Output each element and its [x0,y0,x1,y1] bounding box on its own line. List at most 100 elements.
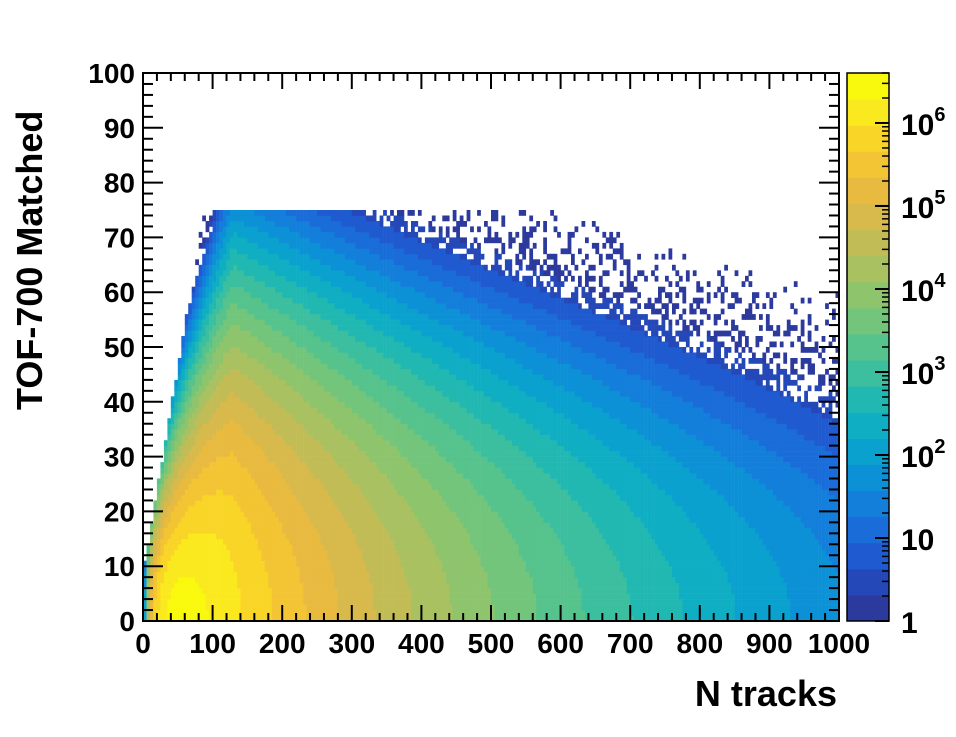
heatmap-cell [285,396,290,403]
heatmap-cell [299,390,304,397]
heatmap-cell [320,341,325,348]
heatmap-cell [358,341,363,348]
heatmap-cell [216,593,220,600]
heatmap-cell [278,566,283,572]
heatmap-cell [174,538,179,545]
heatmap-cell [268,566,273,572]
heatmap-cell [240,275,245,282]
heatmap-cell [317,330,321,337]
heatmap-cell [313,440,318,446]
heatmap-cell [167,533,172,540]
heatmap-cell [327,610,332,616]
heatmap-cell [191,538,196,545]
heatmap-cell [324,473,328,479]
heatmap-cell [240,538,245,545]
heatmap-cell [292,423,297,430]
heatmap-cell [320,555,325,561]
heatmap-cell [237,352,241,359]
heatmap-cell [355,549,360,556]
heatmap-cell [362,566,366,572]
heatmap-cell [237,215,241,222]
heatmap-cell [230,374,234,381]
heatmap-cell [188,314,192,320]
heatmap-cell [278,248,283,255]
heatmap-cell [174,610,179,616]
heatmap-cell [317,358,321,364]
heatmap-cell [275,385,279,392]
heatmap-cell [397,549,401,556]
heatmap-cell [170,593,175,600]
heatmap-cell [386,237,391,244]
heatmap-cell [257,495,262,501]
heatmap-cell [320,533,325,540]
heatmap-cell [358,418,363,424]
heatmap-cell [275,610,279,616]
heatmap-cell [219,484,224,490]
heatmap-cell [362,412,366,419]
heatmap-cell [278,429,283,435]
heatmap-cell [383,259,387,266]
heatmap-cell [306,615,311,622]
heatmap-cell [313,374,318,381]
heatmap-cell [226,555,231,561]
heatmap-cell [369,484,373,490]
heatmap-cell [233,599,238,605]
heatmap-cell [362,473,366,479]
heatmap-cell [271,571,276,578]
heatmap-cell [296,467,300,474]
heatmap-cell [337,237,342,244]
heatmap-cell [310,462,314,468]
heatmap-cell [379,593,384,600]
heatmap-cell [240,358,245,364]
heatmap-cell [358,396,363,403]
heatmap-cell [358,423,363,430]
heatmap-cell [271,358,276,364]
heatmap-cell [292,242,297,249]
heatmap-cell [146,610,151,616]
heatmap-cell [386,270,391,277]
heatmap-cell [372,588,377,594]
heatmap-cell [289,253,293,260]
heatmap-cell [313,577,318,583]
heatmap-cell [212,434,217,441]
heatmap-cell [330,336,335,342]
heatmap-cell [372,281,377,287]
heatmap-cell [397,330,401,337]
heatmap-cell [257,456,262,463]
heatmap-cell [383,571,387,578]
heatmap-cell [156,604,161,611]
heatmap-cell [170,544,175,551]
heatmap-cell [365,593,370,600]
heatmap-cell [303,582,307,589]
heatmap-cell [390,231,394,238]
heatmap-cell [397,467,401,474]
heatmap-cell [327,396,332,403]
heatmap-cell [223,615,227,622]
heatmap-cell [226,314,231,320]
heatmap-cell [278,347,283,353]
heatmap-cell [383,555,387,561]
heatmap-cell [397,242,401,249]
heatmap-cell [344,412,349,419]
heatmap-cell [365,582,370,589]
heatmap-cell [191,511,196,518]
heatmap-cell [285,423,290,430]
heatmap-cell [226,385,231,392]
heatmap-cell [233,511,238,518]
heatmap-cell [275,242,279,249]
heatmap-cell [285,259,290,266]
heatmap-cell [376,336,380,342]
heatmap-cell [324,374,328,381]
heatmap-cell [240,412,245,419]
heatmap-cell [268,347,273,353]
heatmap-cell [212,385,217,392]
heatmap-cell [191,505,196,512]
heatmap-cell [372,478,377,485]
heatmap-cell [268,226,273,233]
heatmap-cell [223,549,227,556]
heatmap-cell [278,259,283,266]
heatmap-cell [195,385,199,392]
heatmap-cell [257,303,262,309]
heatmap-cell [289,555,293,561]
heatmap-cell [216,615,220,622]
